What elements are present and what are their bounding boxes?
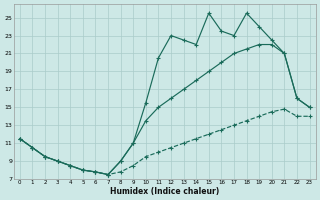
X-axis label: Humidex (Indice chaleur): Humidex (Indice chaleur) [110,187,219,196]
